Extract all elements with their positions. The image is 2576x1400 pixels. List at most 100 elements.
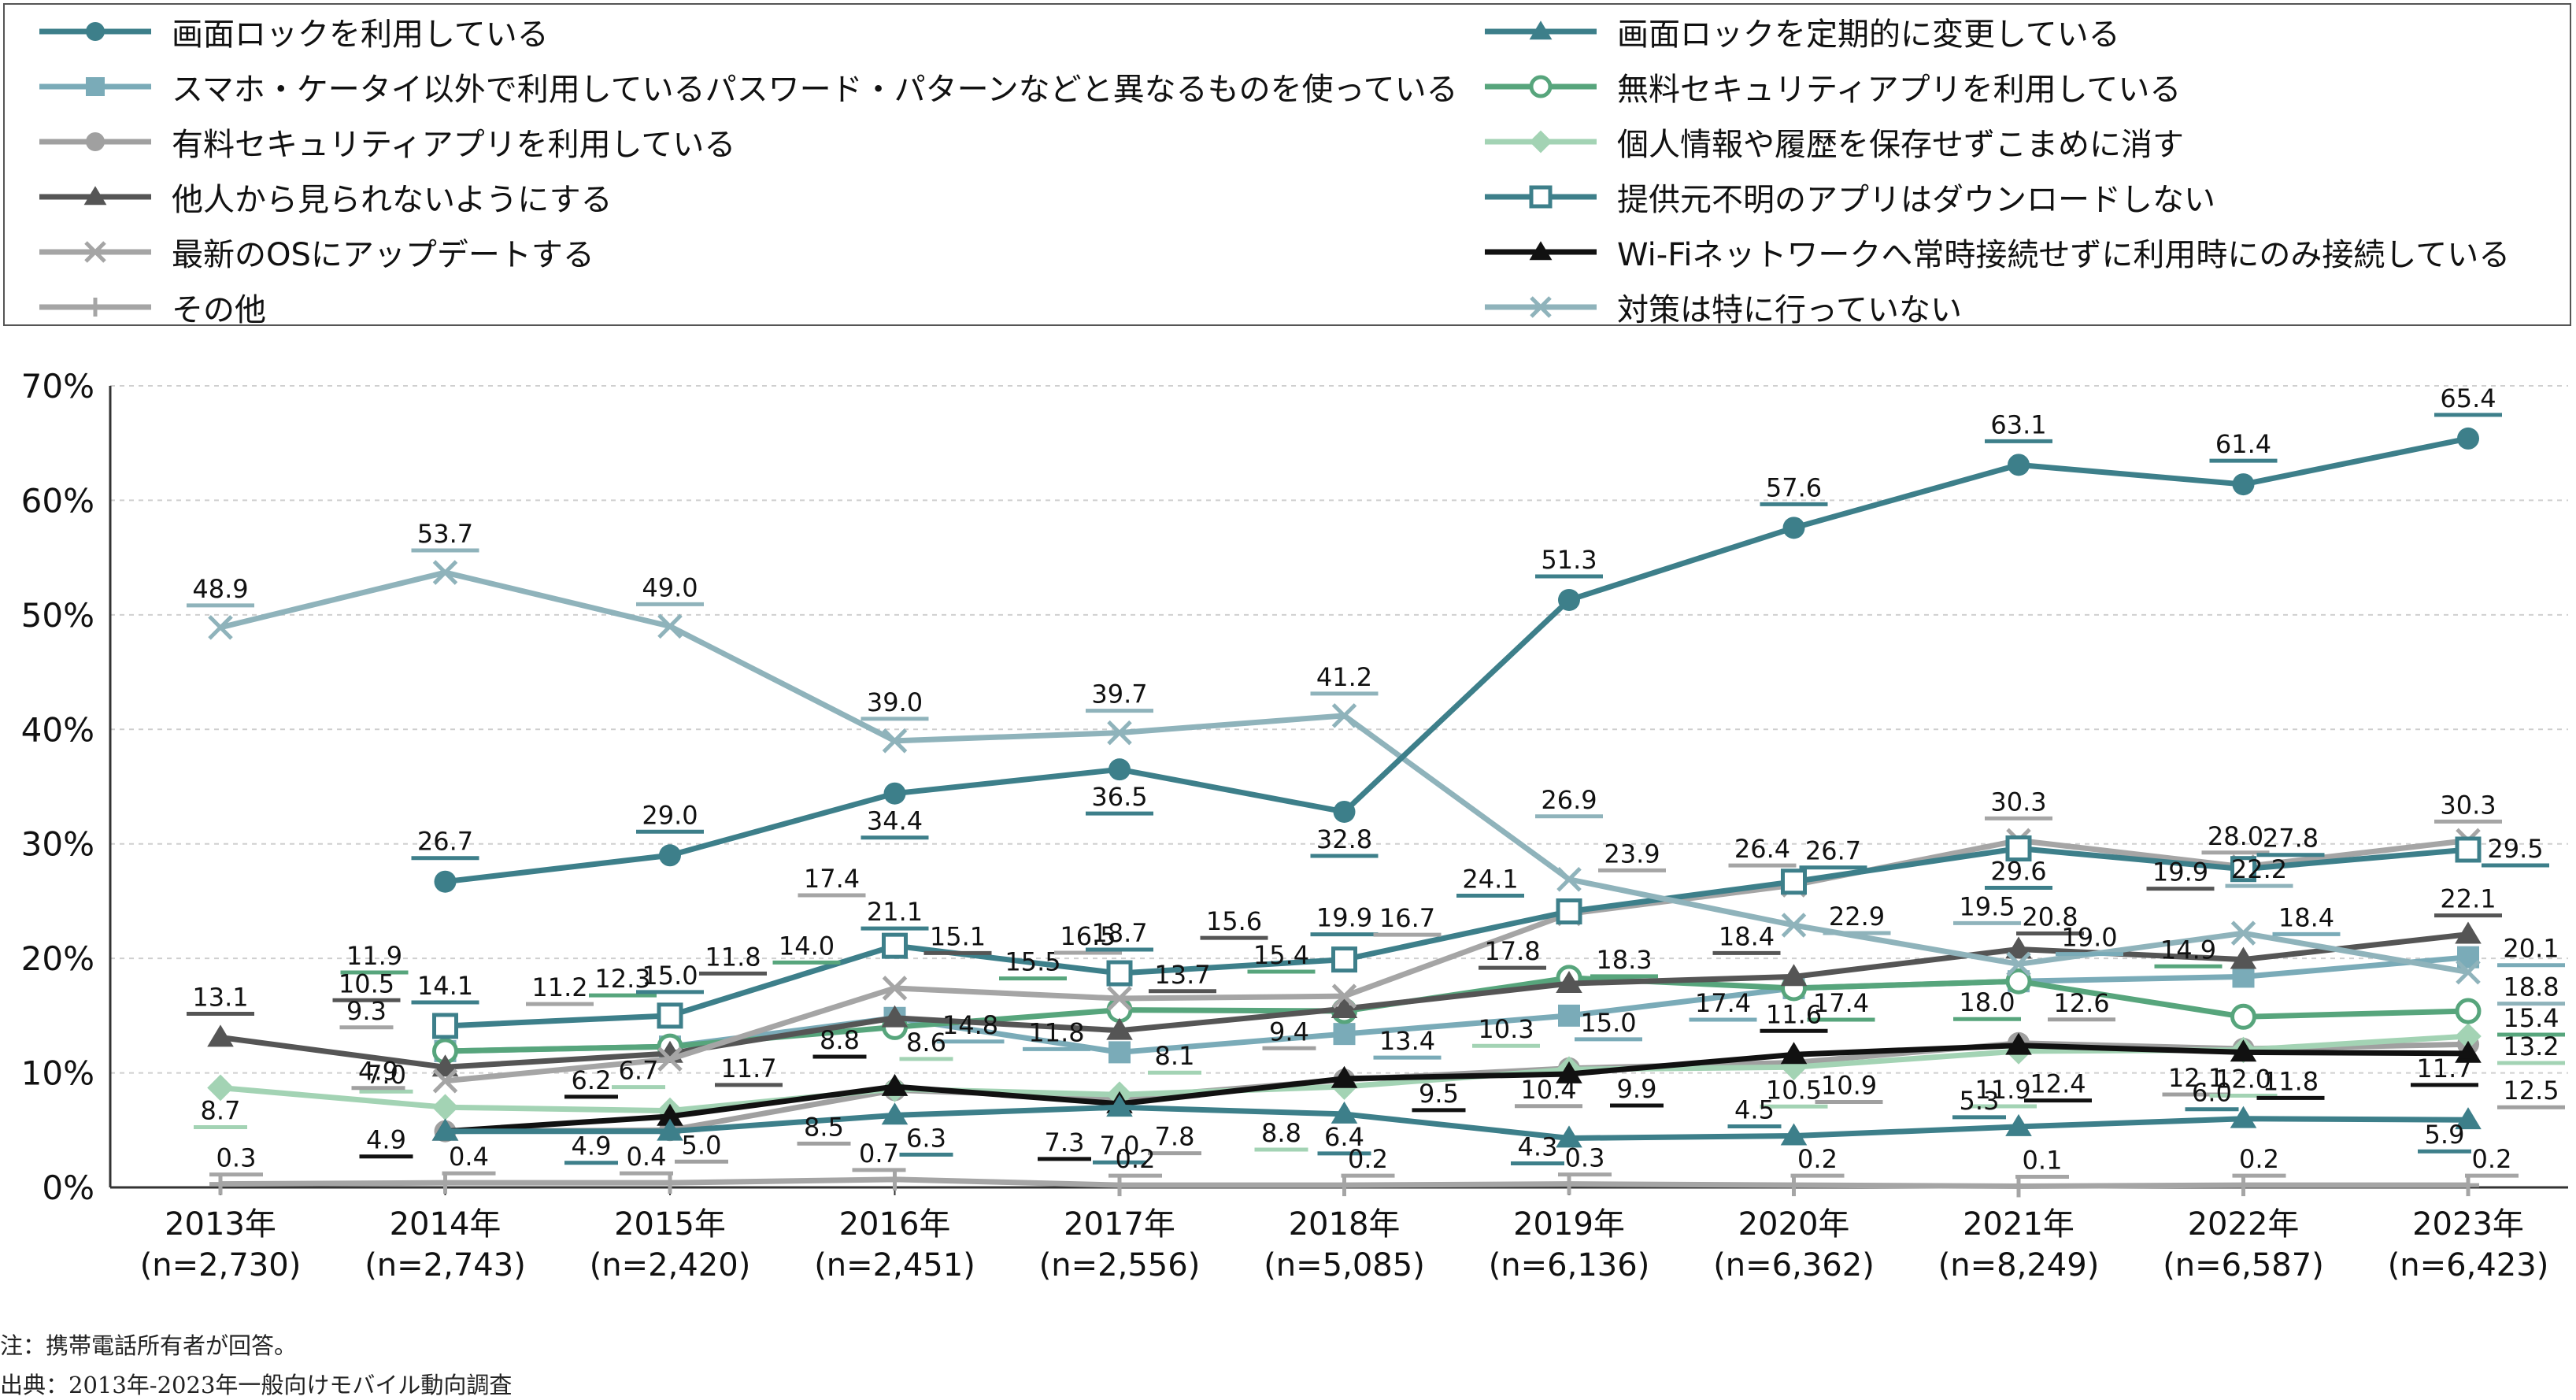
data-point <box>431 1054 459 1077</box>
data-label-text: 30.3 <box>2440 790 2496 820</box>
data-label: 8.1 <box>1148 1041 1201 1075</box>
data-label: 18.4 <box>1712 921 1781 955</box>
data-label-text: 48.9 <box>192 574 248 604</box>
legend-marker-icon <box>1529 75 1553 98</box>
data-point <box>881 1102 909 1125</box>
x-tick-label: 2021年 <box>1963 1206 2074 1243</box>
data-label-text: 0.2 <box>1797 1144 1838 1174</box>
data-label-text: 22.1 <box>2440 884 2496 914</box>
data-label: 29.0 <box>636 800 704 834</box>
series-line <box>445 954 2469 1055</box>
data-point <box>1331 946 1357 973</box>
data-point <box>2456 959 2481 985</box>
legend-swatch-icon <box>1485 20 1597 40</box>
data-label: 6.7 <box>612 1056 665 1090</box>
data-point <box>2455 1023 2482 1050</box>
legend-marker-icon <box>86 298 105 317</box>
data-point <box>432 1013 458 1039</box>
data-label: 6.3 <box>899 1123 953 1157</box>
data-point <box>207 1074 234 1102</box>
data-point <box>1558 1004 1580 1027</box>
data-label-text: 39.0 <box>867 687 923 717</box>
legend-swatch-icon <box>39 22 151 41</box>
data-label: 4.9 <box>564 1131 618 1165</box>
data-point <box>1106 1094 1133 1117</box>
data-label-text: 29.5 <box>2487 834 2543 864</box>
data-label-text: 6.0 <box>2192 1078 2232 1108</box>
data-point <box>1782 517 1805 539</box>
data-label: 9.4 <box>1262 1017 1316 1050</box>
data-point <box>1780 1042 1808 1065</box>
legend-marker-icon <box>83 186 107 206</box>
data-label-text: 0.2 <box>2472 1144 2512 1174</box>
data-point <box>2455 1107 2482 1130</box>
data-label-text: 20.8 <box>2022 902 2078 932</box>
legend-swatch-icon <box>39 241 151 263</box>
legend-label: 無料セキュリティアプリを利用している <box>1617 72 2182 108</box>
data-label: 5.9 <box>2418 1120 2471 1154</box>
data-label: 22.9 <box>1823 902 1891 935</box>
data-label: 36.5 <box>1086 782 1153 816</box>
legend-label: Wi-Fiネットワークへ常時接続せずに利用時にのみ接続している <box>1617 237 2511 273</box>
data-point <box>659 1172 681 1194</box>
x-tick-label: 2019年 <box>1513 1206 1625 1243</box>
data-label: 26.4 <box>1728 834 1797 868</box>
legend-label: 画面ロックを定期的に変更している <box>1617 17 2120 53</box>
data-label-text: 36.5 <box>1091 782 1147 812</box>
legend-swatch-icon <box>1485 296 1597 318</box>
data-point <box>657 1118 683 1141</box>
data-label: 30.3 <box>1985 787 2052 820</box>
data-label-text: 4.9 <box>572 1131 612 1161</box>
legend-marker-icon <box>1529 130 1553 154</box>
data-label: 22.1 <box>2434 884 2502 918</box>
series-1 <box>431 1094 2482 1148</box>
data-label-text: 22.9 <box>1829 902 1885 931</box>
data-label: 10.5 <box>332 969 401 1002</box>
data-label: 6.2 <box>564 1065 618 1099</box>
data-label: 9.3 <box>339 996 394 1030</box>
data-label: 30.3 <box>2434 790 2502 824</box>
data-label-text: 16.7 <box>1379 903 1435 933</box>
data-label-text: 34.4 <box>867 806 923 836</box>
data-label: 18.7 <box>1086 918 1153 952</box>
data-point <box>881 1073 909 1096</box>
data-label: 8.8 <box>1254 1118 1308 1152</box>
data-label-text: 12.5 <box>2503 1076 2559 1106</box>
data-label: 23.9 <box>1598 839 1666 872</box>
data-label-text: 16.5 <box>1060 921 1116 951</box>
y-tick-label: 20% <box>21 939 94 978</box>
data-point <box>2005 968 2032 994</box>
data-label: 18.8 <box>2497 972 2565 1006</box>
data-label: 15.4 <box>1247 940 1316 974</box>
data-label-text: 19.9 <box>1316 903 1372 933</box>
data-label: 17.8 <box>1479 936 1546 970</box>
data-label: 11.8 <box>699 942 767 976</box>
data-label: 11.7 <box>715 1054 783 1087</box>
data-label: 15.6 <box>1200 906 1268 940</box>
data-label: 11.9 <box>340 941 409 975</box>
data-label-text: 17.8 <box>1484 936 1540 966</box>
data-label-text: 14.0 <box>779 931 835 961</box>
data-label: 13.7 <box>1149 960 1216 994</box>
data-label-text: 0.3 <box>217 1143 257 1173</box>
legend-item: 個人情報や履歴を保存せずこまめに消す <box>1482 118 2184 165</box>
data-label-text: 11.2 <box>531 972 587 1002</box>
legend-swatch-icon <box>39 132 151 151</box>
data-label: 8.5 <box>797 1112 851 1146</box>
data-label-text: 30.3 <box>1990 787 2046 817</box>
data-label-text: 0.1 <box>2023 1146 2063 1176</box>
series-line <box>445 1104 2469 1141</box>
data-label-text: 18.4 <box>2278 902 2334 932</box>
x-tick-sample-size: (n=2,420) <box>590 1247 751 1283</box>
data-label-text: 9.5 <box>1419 1079 1459 1109</box>
data-point <box>1108 1174 1131 1197</box>
data-label-text: 4.9 <box>358 1057 398 1087</box>
data-label-text: 32.8 <box>1316 824 1372 854</box>
data-label: 49.0 <box>636 572 704 606</box>
data-label-text: 0.4 <box>449 1142 489 1172</box>
legend-item: 画面ロックを利用している <box>36 8 549 55</box>
data-label: 34.4 <box>861 806 929 840</box>
data-label: 8.8 <box>812 1025 867 1059</box>
data-point <box>2230 1039 2257 1062</box>
legend-label: 有料セキュリティアプリを利用している <box>172 127 736 163</box>
